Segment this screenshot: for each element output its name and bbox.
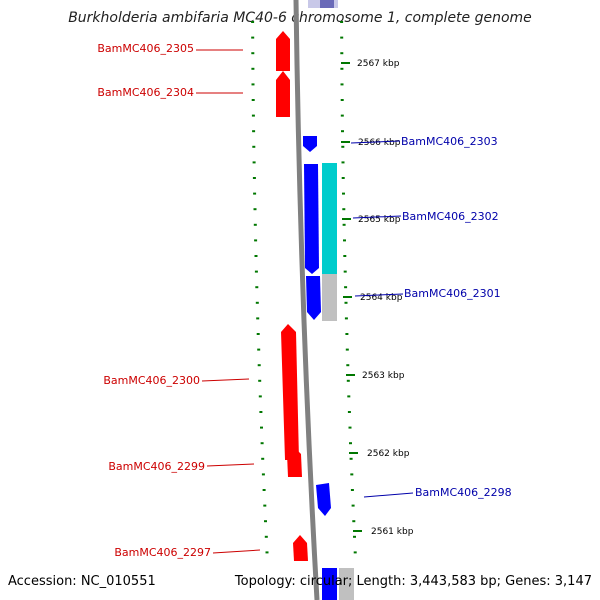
gene-leader-line	[201, 378, 250, 382]
gene-forward-2304	[276, 71, 290, 117]
accession-text: Accession: NC_010551	[8, 574, 156, 589]
kbp-label: 2564 kbp	[360, 293, 403, 303]
gene-label-reverse: BamMC406_2298	[415, 486, 512, 499]
bottom-feature-stub	[322, 568, 337, 600]
cyan-feature	[322, 163, 337, 274]
kbp-label: 2565 kbp	[358, 215, 401, 225]
gene-leader-line	[352, 215, 402, 219]
gene-leader-line	[212, 549, 261, 554]
gene-leader-line	[206, 463, 255, 467]
gray-feature	[322, 274, 337, 321]
gene-forward-2300	[281, 324, 299, 460]
gene-label-forward: BamMC406_2300	[103, 374, 200, 387]
gene-reverse-2302	[304, 164, 319, 274]
tick-marks-right	[340, 21, 357, 554]
gene-label-forward: BamMC406_2299	[108, 460, 205, 473]
bottom-feature-stub	[339, 568, 354, 600]
gene-label-reverse: BamMC406_2301	[404, 287, 501, 300]
gene-forward-2299	[287, 447, 302, 477]
gene-forward-2297	[293, 535, 308, 561]
map-title: Burkholderia ambifaria MC40-6 chromosome…	[68, 10, 532, 26]
tick-marks-left	[251, 21, 269, 554]
topology-text: Topology: circular; Length: 3,443,583 bp…	[234, 574, 592, 589]
gene-label-forward: BamMC406_2305	[97, 42, 194, 55]
kbp-label: 2561 kbp	[371, 527, 414, 537]
gene-leader-line	[354, 293, 404, 297]
gene-reverse-2303	[303, 136, 317, 152]
gene-leader-line	[363, 492, 414, 498]
gene-label-reverse: BamMC406_2302	[402, 210, 499, 223]
gene-leader-line	[350, 140, 401, 144]
kbp-label: 2562 kbp	[367, 449, 410, 459]
gene-label-forward: BamMC406_2304	[97, 86, 194, 99]
kbp-label: 2567 kbp	[357, 59, 400, 69]
top-feature-stub	[320, 0, 334, 8]
gene-forward-2305	[276, 31, 290, 71]
kbp-label: 2563 kbp	[362, 371, 405, 381]
gene-reverse-2298	[316, 483, 331, 516]
gene-reverse-2301	[306, 276, 321, 320]
genome-backbone	[293, 0, 320, 600]
kbp-label: 2566 kbp	[358, 138, 401, 148]
gene-label-forward: BamMC406_2297	[114, 546, 211, 559]
gene-label-reverse: BamMC406_2303	[401, 135, 498, 148]
